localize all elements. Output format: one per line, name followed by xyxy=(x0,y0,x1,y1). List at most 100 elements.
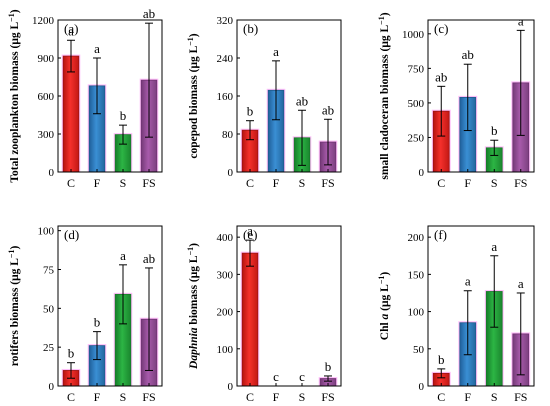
x-tick-label: C xyxy=(437,176,445,190)
x-tick-label: F xyxy=(273,176,280,190)
x-tick-label: FS xyxy=(514,176,527,190)
significance-letter: b xyxy=(491,123,498,138)
significance-letter: a xyxy=(491,239,497,254)
significance-letter: ab xyxy=(435,69,447,84)
significance-letter: b xyxy=(68,346,75,361)
x-tick-label: C xyxy=(246,176,254,190)
significance-letter: a xyxy=(120,248,126,263)
y-tick-label: 500 xyxy=(408,98,425,110)
y-tick-label: 0 xyxy=(228,167,234,179)
x-tick-label: S xyxy=(299,390,306,404)
y-tick-label: 400 xyxy=(217,232,234,244)
significance-letter: ab xyxy=(296,93,308,108)
significance-letter: b xyxy=(438,352,445,367)
x-tick-label: FS xyxy=(142,390,155,404)
y-tick-label: 80 xyxy=(222,129,234,141)
y-tick-label: 150 xyxy=(408,269,425,281)
y-tick-label: 0 xyxy=(228,381,234,393)
x-tick-label: F xyxy=(464,390,471,404)
significance-letter: a xyxy=(247,223,253,238)
x-tick-label: FS xyxy=(142,176,155,190)
y-tick-label: 25 xyxy=(43,342,55,354)
significance-letter: c xyxy=(273,369,279,384)
x-tick-label: C xyxy=(246,390,254,404)
y-axis-label: Daphnia biomass (μg L−1) xyxy=(186,243,201,370)
y-tick-label: 0 xyxy=(419,167,425,179)
x-tick-label: S xyxy=(491,176,498,190)
y-tick-label: 300 xyxy=(217,269,234,281)
y-axis-label: Chl a (μg L−1) xyxy=(377,272,392,341)
panel-a: a Ca Fb Sab FS 0 300 600 900 1200 (a) Total zooplan… xyxy=(7,6,163,190)
significance-letter: a xyxy=(68,23,74,38)
panel-label: (d) xyxy=(64,227,79,242)
plot-frame xyxy=(57,225,163,387)
panel-f: b Ca Fa Sa FS 0 50 100 150 200 (f) Chl a (μg L−1) xyxy=(377,225,535,404)
y-tick-label: 1000 xyxy=(402,29,425,41)
x-tick-label: S xyxy=(491,390,498,404)
x-tick-label: F xyxy=(94,390,101,404)
significance-letter: a xyxy=(465,274,471,289)
y-tick-label: 750 xyxy=(408,63,425,75)
significance-letter: ab xyxy=(462,47,474,62)
y-axis-label: small cladoceran biomass (μg L−1) xyxy=(377,12,392,179)
y-tick-label: 160 xyxy=(217,91,234,103)
x-tick-label: FS xyxy=(514,390,527,404)
significance-letter: a xyxy=(518,276,524,291)
bar-C xyxy=(62,55,80,173)
y-axis-label: rotifers biomass (μg L−1) xyxy=(7,246,22,367)
y-tick-label: 100 xyxy=(38,226,55,238)
panel-label: (e) xyxy=(243,227,257,242)
plot-frame xyxy=(427,225,535,387)
y-tick-label: 100 xyxy=(408,307,425,319)
x-tick-label: F xyxy=(273,390,280,404)
bar-C xyxy=(241,252,259,387)
panel-label: (b) xyxy=(243,21,258,36)
x-tick-label: C xyxy=(67,176,75,190)
y-tick-label: 0 xyxy=(49,167,55,179)
significance-letter: b xyxy=(94,315,101,330)
y-tick-label: 100 xyxy=(217,344,234,356)
y-tick-label: 0 xyxy=(419,381,425,393)
x-tick-label: F xyxy=(94,176,101,190)
significance-letter: ab xyxy=(322,102,334,117)
y-axis-label: Total zooplankton biomass (μg L−1) xyxy=(7,9,22,182)
y-tick-label: 200 xyxy=(408,232,425,244)
x-tick-label: S xyxy=(120,176,127,190)
panel-c: ab Cab Fb Sa FS 0 250 500 750 1000 (c) small cladoc… xyxy=(377,12,535,190)
x-tick-label: S xyxy=(299,176,306,190)
significance-letter: b xyxy=(247,104,254,119)
panel-d: b Cb Fa Sab FS 0 25 50 75 100 (d) rotifers biomass … xyxy=(7,225,163,404)
x-tick-label: C xyxy=(67,390,75,404)
plot-frame xyxy=(236,225,342,387)
y-tick-label: 200 xyxy=(217,307,234,319)
significance-letter: a xyxy=(94,41,100,56)
y-tick-label: 240 xyxy=(217,53,234,65)
significance-letter: b xyxy=(120,108,127,123)
y-tick-label: 50 xyxy=(413,344,425,356)
panel-label: (c) xyxy=(434,21,448,36)
panel-label: (a) xyxy=(64,21,78,36)
plot-frame xyxy=(427,19,535,173)
x-tick-label: S xyxy=(120,390,127,404)
significance-letter: a xyxy=(273,44,279,59)
x-tick-label: FS xyxy=(321,176,334,190)
y-tick-label: 50 xyxy=(43,303,55,315)
y-tick-label: 1200 xyxy=(32,15,55,27)
significance-letter: c xyxy=(299,369,305,384)
x-tick-label: FS xyxy=(321,390,334,404)
y-tick-label: 0 xyxy=(49,381,55,393)
significance-letter: a xyxy=(518,13,524,28)
significance-letter: ab xyxy=(143,6,155,21)
panel-label: (f) xyxy=(434,227,447,242)
y-tick-label: 320 xyxy=(217,15,234,27)
y-tick-label: 600 xyxy=(38,91,55,103)
y-tick-label: 250 xyxy=(408,132,425,144)
y-tick-label: 900 xyxy=(38,53,55,65)
y-tick-label: 75 xyxy=(43,264,55,276)
y-tick-label: 300 xyxy=(38,129,55,141)
y-axis-label: copepod biomass (μg L−1) xyxy=(186,33,201,158)
significance-letter: b xyxy=(325,359,332,374)
panel-b: b Ca Fab Sab FS 0 80 160 240 320 (b) copepod biomas… xyxy=(186,15,342,190)
